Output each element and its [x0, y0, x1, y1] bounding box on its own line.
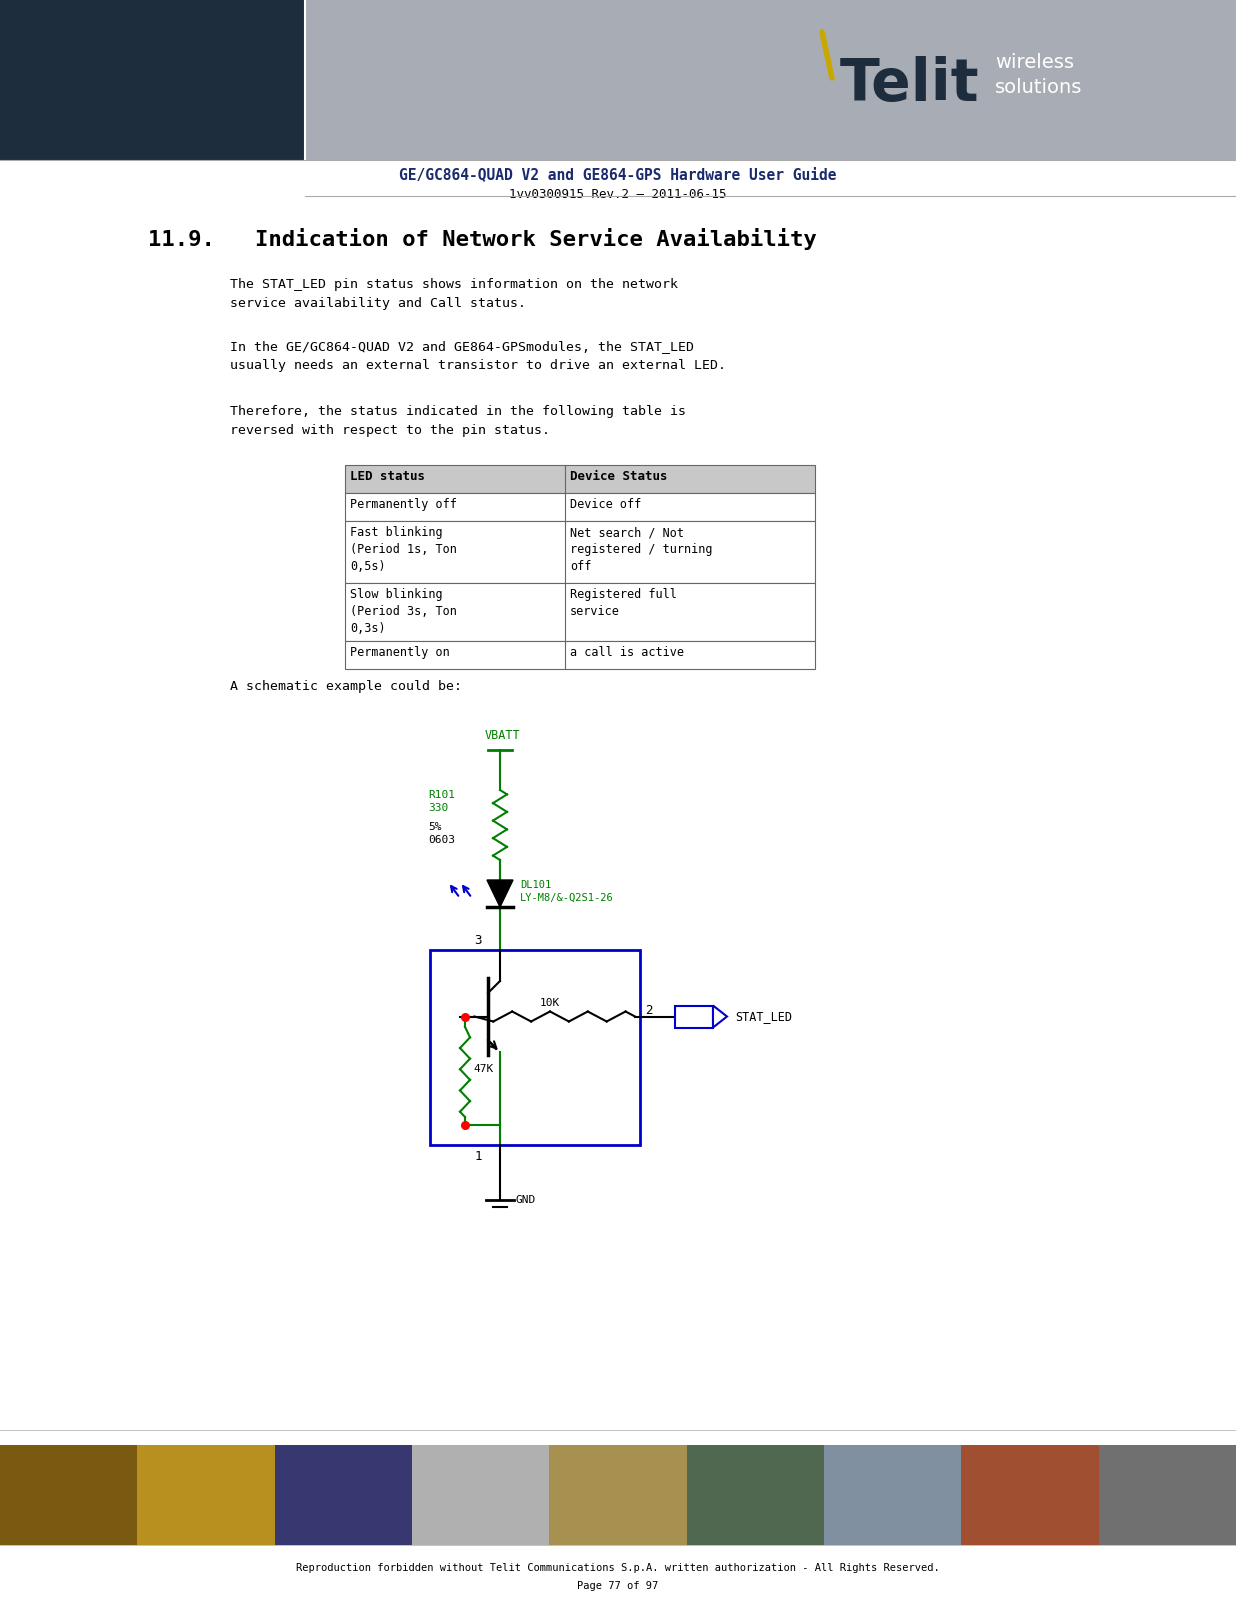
Text: Permanently off: Permanently off	[350, 498, 457, 511]
Text: Page 77 of 97: Page 77 of 97	[577, 1580, 659, 1592]
Text: The STAT_LED pin status shows information on the network
service availability an: The STAT_LED pin status shows informatio…	[230, 279, 679, 309]
Text: 10K: 10K	[540, 999, 560, 1008]
Bar	[345, 583, 815, 641]
Text: DL101
LY-M8/&-Q2S1-26: DL101 LY-M8/&-Q2S1-26	[520, 880, 614, 904]
Text: 1: 1	[475, 1150, 482, 1163]
Text: GE/GC864-QUAD V2 and GE864-GPS Hardware User Guide: GE/GC864-QUAD V2 and GE864-GPS Hardware …	[399, 168, 837, 182]
Text: Slow blinking
(Period 3s, Ton
0,3s): Slow blinking (Period 3s, Ton 0,3s)	[350, 588, 457, 635]
Bar	[412, 1445, 549, 1545]
Text: Permanently on: Permanently on	[350, 646, 450, 659]
Text: Registered full
service: Registered full service	[570, 588, 677, 617]
Bar	[345, 466, 815, 493]
Text: A schematic example could be:: A schematic example could be:	[230, 680, 462, 693]
Text: Therefore, the status indicated in the following table is
reversed with respect : Therefore, the status indicated in the f…	[230, 404, 686, 437]
Text: Reproduction forbidden without Telit Communications S.p.A. written authorization: Reproduction forbidden without Telit Com…	[297, 1563, 939, 1572]
Bar	[137, 1445, 274, 1545]
Bar	[274, 1445, 412, 1545]
Text: 3: 3	[475, 934, 482, 947]
Text: Fast blinking
(Period 1s, Ton
0,5s): Fast blinking (Period 1s, Ton 0,5s)	[350, 527, 457, 572]
Text: wireless
solutions: wireless solutions	[995, 53, 1083, 97]
Text: 47K: 47K	[473, 1065, 493, 1075]
Bar	[345, 641, 815, 669]
Text: STAT_LED: STAT_LED	[735, 1010, 792, 1023]
Bar	[345, 520, 815, 583]
Text: VBATT: VBATT	[485, 730, 520, 743]
Bar	[675, 1005, 713, 1028]
Bar	[687, 1445, 824, 1545]
Text: GND: GND	[515, 1195, 536, 1205]
Bar	[345, 493, 815, 520]
Text: a call is active: a call is active	[570, 646, 684, 659]
Bar	[0, 1445, 137, 1545]
Text: Telit: Telit	[840, 56, 980, 113]
Text: Device Status: Device Status	[570, 470, 667, 483]
Text: 1vv0300915 Rev.2 – 2011-06-15: 1vv0300915 Rev.2 – 2011-06-15	[509, 188, 727, 201]
Polygon shape	[487, 880, 513, 907]
Text: In the GE/GC864-QUAD V2 and GE864-GPSmodules, the STAT_LED
usually needs an exte: In the GE/GC864-QUAD V2 and GE864-GPSmod…	[230, 340, 726, 372]
Text: R101
330: R101 330	[428, 789, 455, 814]
Bar	[305, 0, 1236, 159]
Text: Device off: Device off	[570, 498, 641, 511]
Text: 5%
0603: 5% 0603	[428, 822, 455, 846]
Bar	[824, 1445, 962, 1545]
Bar	[1099, 1445, 1236, 1545]
Text: 11.9.   Indication of Network Service Availability: 11.9. Indication of Network Service Avai…	[148, 229, 817, 250]
Bar	[430, 950, 640, 1145]
Bar	[549, 1445, 687, 1545]
Polygon shape	[713, 1005, 727, 1028]
Text: Net search / Not
registered / turning
off: Net search / Not registered / turning of…	[570, 527, 712, 572]
Text: LED status: LED status	[350, 470, 425, 483]
Bar	[0, 0, 305, 159]
Bar	[962, 1445, 1099, 1545]
Text: 2: 2	[645, 1005, 653, 1018]
